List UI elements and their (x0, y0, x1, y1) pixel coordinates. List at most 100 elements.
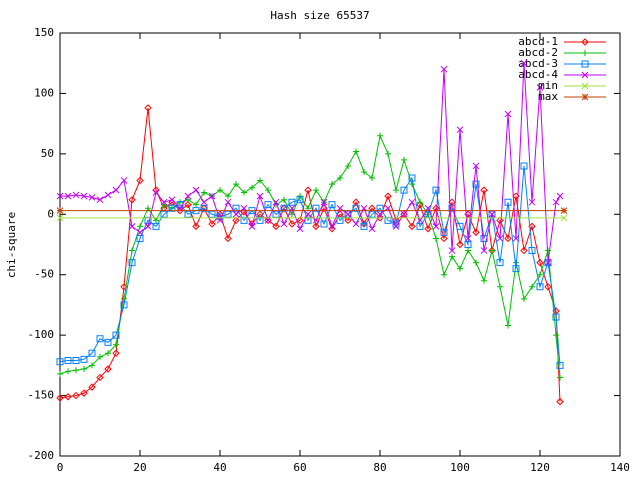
point-marker (440, 234, 448, 243)
series-line (59, 134, 561, 378)
point-marker (88, 349, 96, 357)
point-marker (400, 210, 408, 218)
point-marker (136, 229, 144, 236)
point-marker (80, 389, 88, 397)
point-marker (64, 192, 72, 200)
point-marker (344, 210, 352, 218)
point-marker (184, 210, 192, 218)
point-marker (112, 349, 120, 357)
point-marker (472, 228, 480, 237)
point-marker (64, 357, 72, 365)
point-marker (528, 198, 536, 206)
point-marker (312, 204, 320, 212)
chart-title: Hash size 65537 (270, 9, 369, 22)
point-marker (408, 198, 416, 206)
point-marker (392, 223, 400, 230)
point-marker (304, 186, 312, 194)
legend-marker (581, 71, 589, 79)
point-marker (480, 186, 488, 194)
point-marker (105, 350, 111, 357)
point-marker (312, 222, 320, 231)
point-marker (441, 271, 447, 278)
point-marker (224, 198, 232, 206)
x-tick-label: 40 (213, 461, 226, 474)
point-marker (201, 189, 207, 196)
point-marker (192, 186, 200, 194)
point-marker (120, 301, 128, 309)
point-marker (504, 198, 512, 206)
point-marker (224, 234, 232, 243)
legend-label: abcd-4 (518, 68, 558, 81)
point-marker (89, 362, 95, 369)
point-marker (473, 259, 479, 266)
legend-marker (581, 93, 589, 101)
point-marker (528, 247, 536, 255)
point-marker (96, 373, 104, 382)
point-marker (200, 198, 208, 206)
point-marker (449, 253, 455, 260)
point-marker (144, 104, 152, 112)
point-marker (408, 222, 416, 231)
point-marker (120, 177, 128, 184)
point-marker (297, 193, 303, 200)
point-marker (217, 187, 223, 194)
point-marker (56, 207, 64, 215)
point-marker (361, 168, 367, 175)
point-marker (88, 194, 96, 201)
legend-label: min (538, 79, 558, 92)
point-marker (536, 258, 544, 267)
y-tick-label: -150 (28, 389, 55, 402)
point-marker (113, 341, 119, 348)
point-marker (232, 216, 240, 225)
point-marker (432, 204, 440, 212)
point-marker (265, 187, 271, 194)
point-marker (104, 338, 112, 346)
point-marker (96, 196, 104, 204)
point-marker (73, 367, 79, 374)
point-marker (376, 210, 384, 218)
point-marker (536, 84, 544, 91)
point-marker (144, 223, 152, 230)
point-marker (520, 162, 528, 170)
point-marker (288, 198, 296, 206)
point-marker (280, 204, 288, 212)
point-marker (184, 192, 192, 200)
point-marker (328, 201, 336, 209)
point-marker (304, 216, 312, 224)
point-marker (136, 234, 144, 242)
point-marker (152, 189, 160, 196)
y-tick-label: -100 (28, 328, 55, 341)
point-marker (489, 247, 495, 254)
y-tick-label: 150 (34, 26, 54, 39)
point-marker (504, 234, 512, 243)
point-marker (488, 210, 496, 218)
point-marker (104, 365, 112, 373)
point-marker (432, 186, 440, 194)
point-marker (104, 191, 112, 199)
point-marker (456, 222, 464, 230)
point-marker (409, 181, 415, 188)
point-marker (152, 222, 160, 230)
point-marker (304, 210, 312, 218)
point-marker (160, 210, 168, 218)
point-marker (112, 186, 120, 194)
point-marker (128, 223, 136, 230)
y-tick-label: 0 (47, 207, 54, 220)
point-marker (416, 200, 424, 209)
point-marker (352, 204, 360, 212)
point-marker (384, 192, 392, 200)
point-marker (96, 335, 104, 343)
point-marker (128, 196, 136, 204)
point-marker (57, 370, 63, 377)
point-marker (272, 198, 280, 206)
x-tick-label: 20 (133, 461, 146, 474)
point-marker (352, 220, 360, 228)
point-marker (368, 225, 376, 233)
point-marker (64, 393, 72, 401)
point-marker (184, 200, 192, 209)
legend-label: abcd-1 (518, 35, 558, 48)
point-marker (353, 148, 359, 155)
legend-marker (582, 50, 588, 56)
point-marker (272, 222, 280, 231)
point-marker (505, 322, 511, 329)
